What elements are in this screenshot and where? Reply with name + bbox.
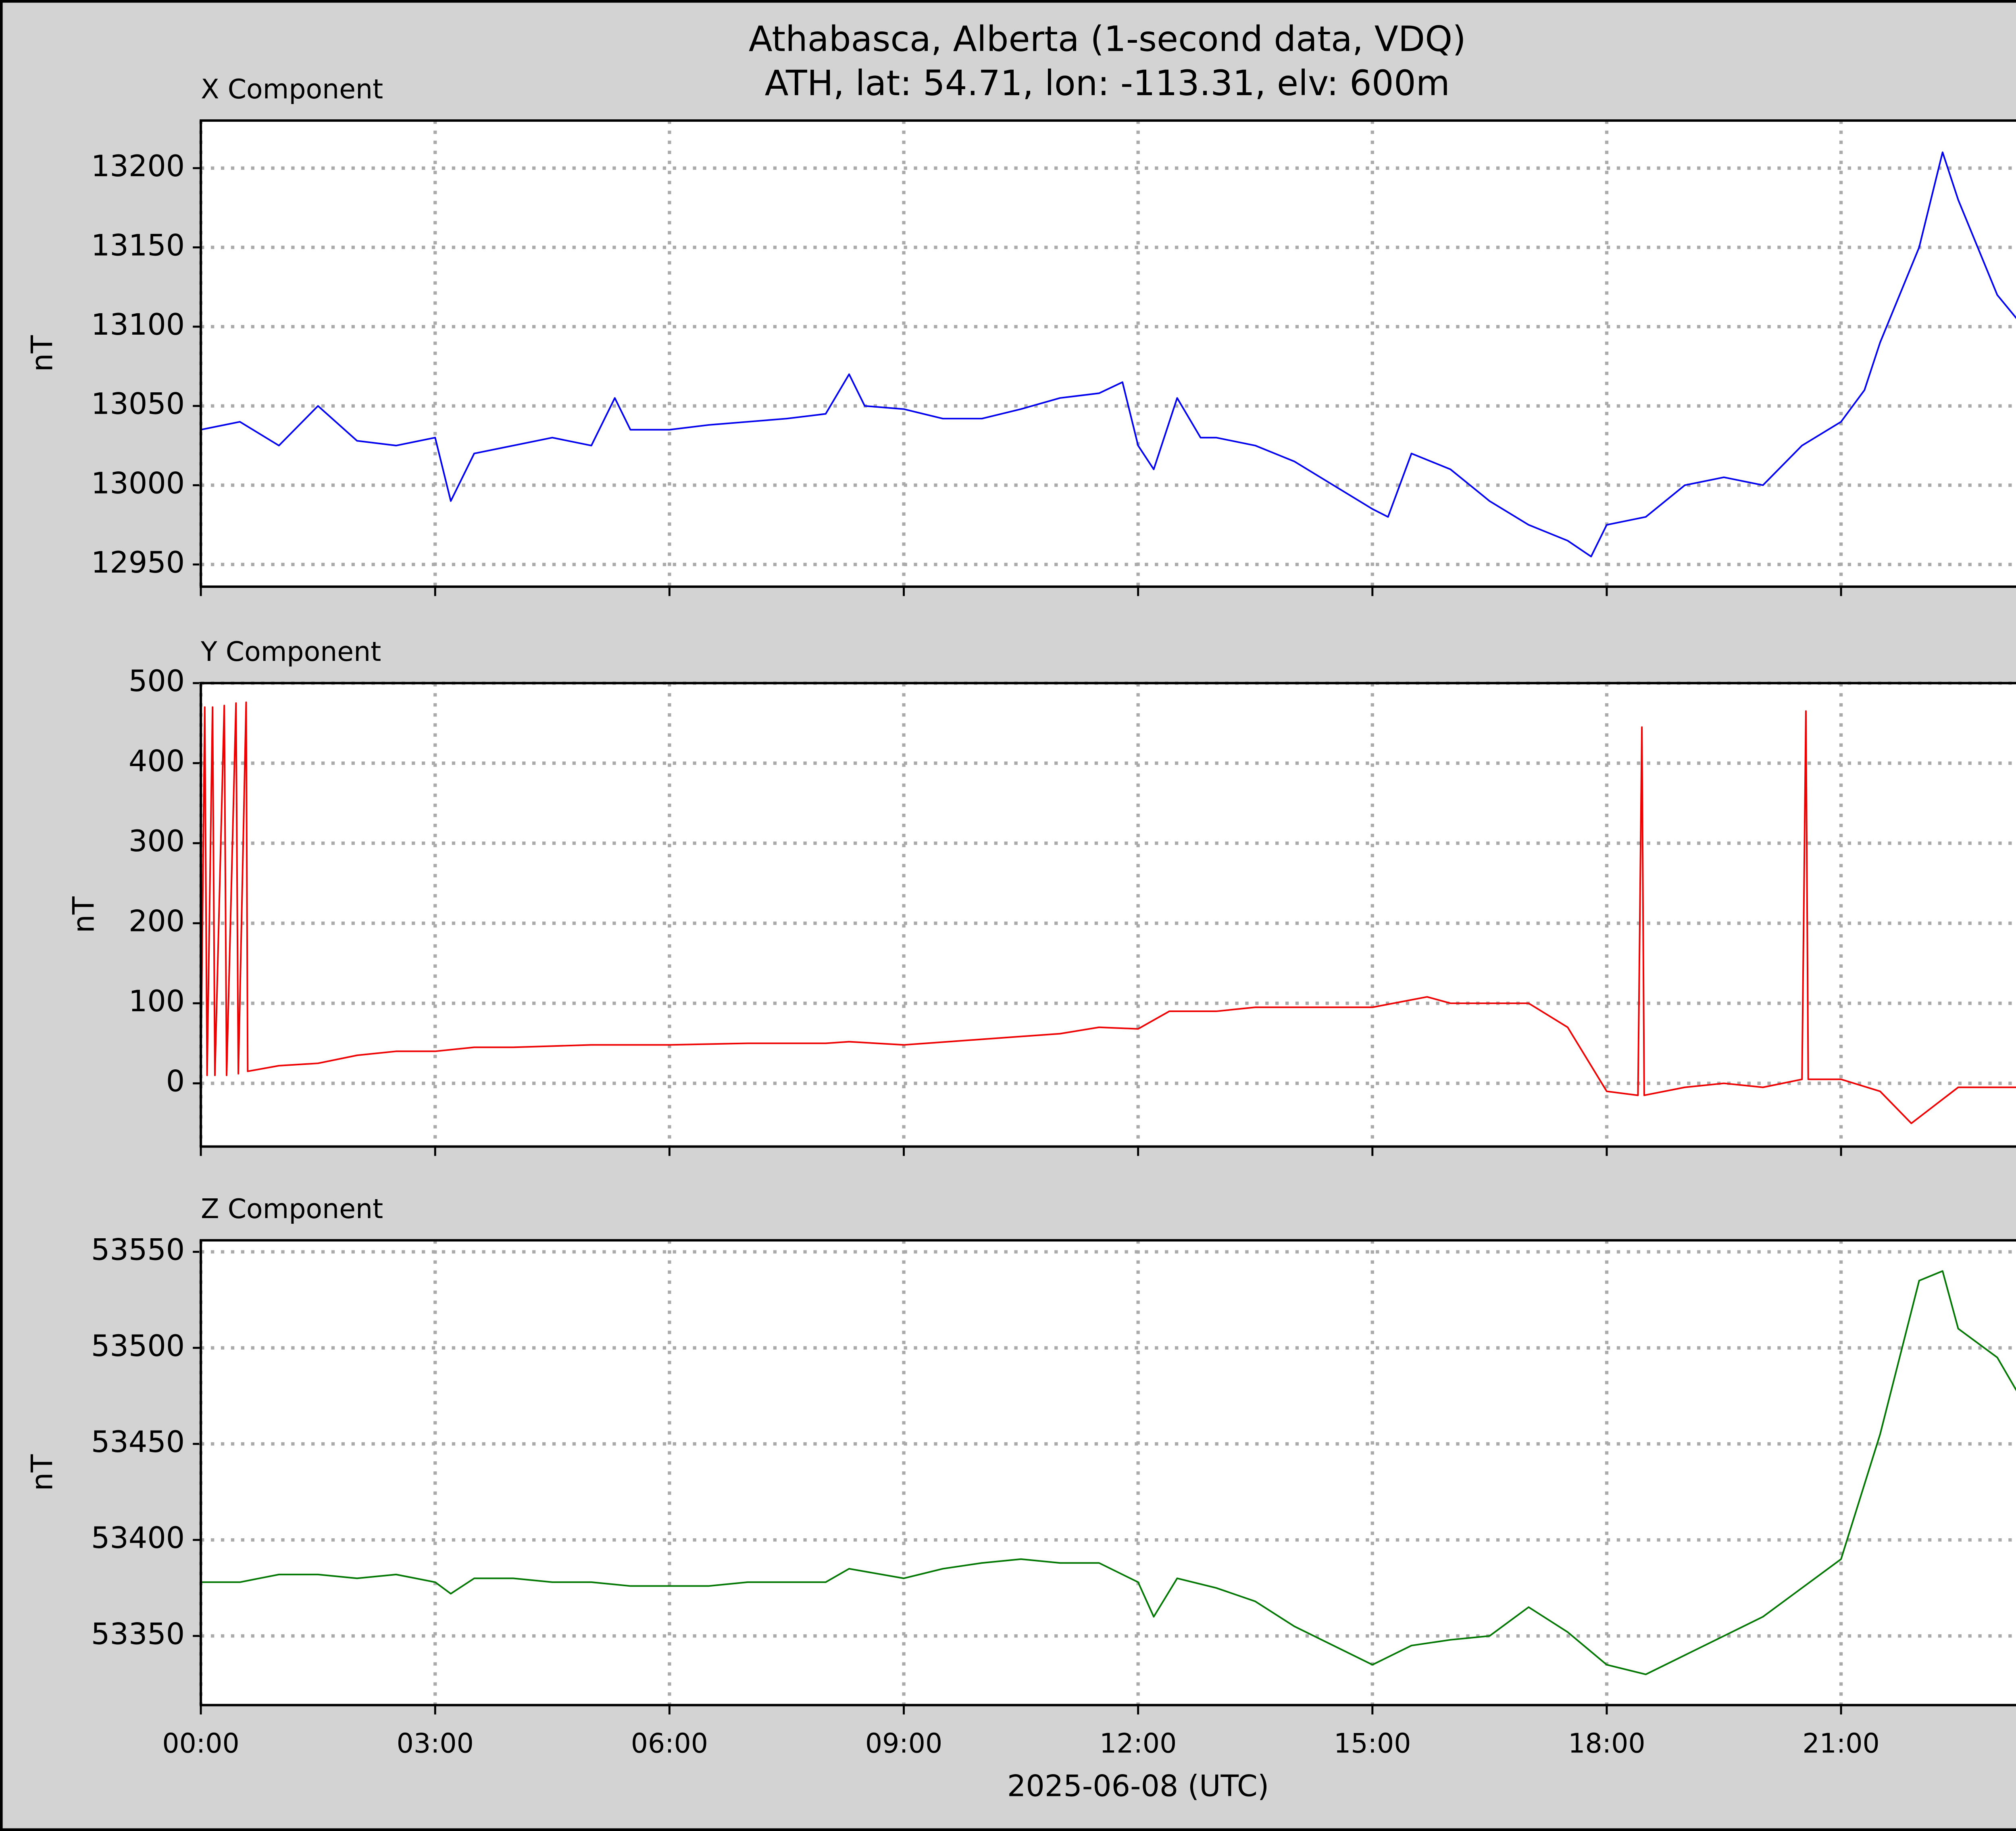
plot-frame (200, 1239, 2016, 1706)
y-tick-label: 0 (166, 1064, 185, 1099)
x-tick-label: 06:00 (631, 1727, 708, 1759)
data-line (201, 1270, 2016, 1675)
y-axis-label: nT (25, 335, 60, 372)
x-tick-label: 03:00 (397, 1727, 474, 1759)
x-tick-label: 15:00 (1334, 1727, 1411, 1759)
y-tick-label: 13050 (91, 387, 185, 421)
y-tick-label: 13200 (91, 149, 185, 183)
x-tick-label: 12:00 (1100, 1727, 1177, 1759)
panel-title: Y Component (200, 636, 381, 667)
y-tick-label: 200 (129, 904, 185, 939)
y-tick-label: 53350 (91, 1617, 185, 1651)
y-tick-label: 13100 (91, 308, 185, 342)
y-tick-label: 300 (129, 824, 185, 858)
y-tick-label: 500 (129, 664, 185, 698)
x-tick-label: 21:00 (1802, 1727, 1879, 1759)
plot-frame (200, 682, 2016, 1148)
x-tick-label: 00:00 (162, 1727, 239, 1759)
y-tick-label: 12950 (91, 546, 185, 580)
y-tick-label: 53500 (91, 1329, 185, 1363)
x-tick-label: 18:00 (1568, 1727, 1645, 1759)
plot-area (201, 120, 2016, 587)
y-tick-label: 53550 (91, 1233, 185, 1267)
y-tick-label: 53400 (91, 1521, 185, 1555)
plot-area (201, 1240, 2016, 1705)
figure-subtitle: ATH, lat: 54.71, lon: -113.31, elv: 600m (765, 63, 1450, 104)
y-tick-label: 400 (129, 744, 185, 779)
panel-title: X Component (201, 73, 383, 105)
plot-frame (200, 119, 2016, 588)
data-line (200, 701, 2016, 1124)
y-axis-label: nT (67, 896, 101, 933)
x-axis-label: 2025-06-08 (UTC) (1007, 1769, 1269, 1804)
y-axis-label: nT (25, 1454, 60, 1491)
y-tick-label: 53450 (91, 1425, 185, 1459)
data-line (200, 151, 2016, 558)
figure-title: Athabasca, Alberta (1-second data, VDQ) (749, 19, 1466, 59)
plot-area (201, 683, 2016, 1147)
panel-title: Z Component (201, 1193, 383, 1225)
x-tick-label: 09:00 (865, 1727, 942, 1759)
y-tick-label: 13000 (91, 466, 185, 500)
y-tick-label: 13150 (91, 229, 185, 263)
y-tick-label: 100 (129, 984, 185, 1019)
